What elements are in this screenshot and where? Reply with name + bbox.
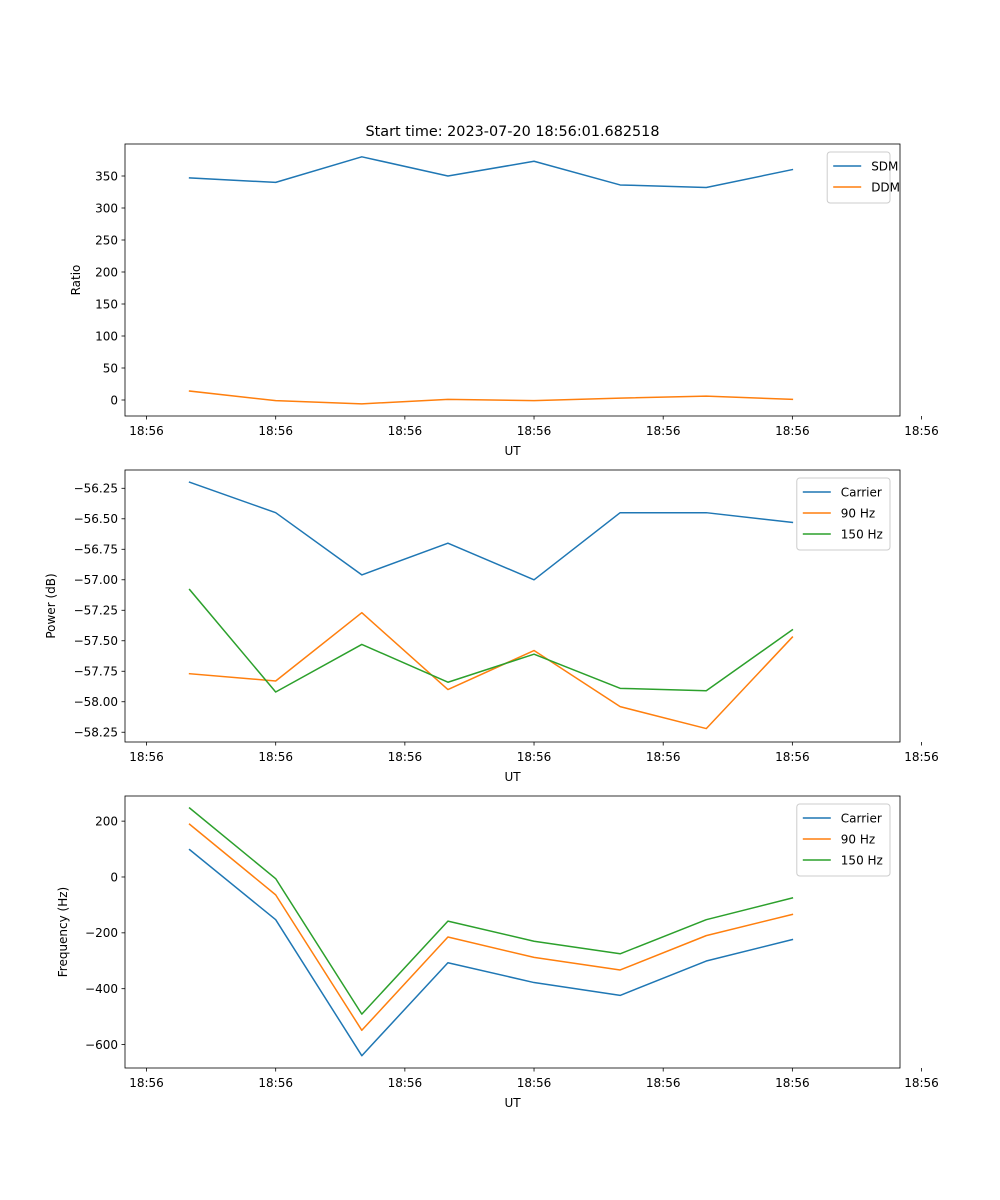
frequency-x-tick-label: 18:56 (646, 1076, 681, 1090)
ratio-legend-label: DDM (871, 180, 900, 194)
frequency-x-tick-label: 18:56 (517, 1076, 552, 1090)
ratio-legend (826, 151, 891, 204)
power-x-tick-label: 18:56 (904, 750, 939, 764)
frequency-x-tick-label: 18:56 (904, 1076, 939, 1090)
frequency-x-tick-label: 18:56 (258, 1076, 293, 1090)
ratio-panel: 18:56 18:56 18:56 18:56 18:56 18:56 18:56 0 50 10… (69, 143, 939, 458)
frequency-y-tick-label: −200 (85, 926, 118, 940)
frequency-series-150-hz-line (188, 806, 794, 1015)
ratio-x-tick-label: 18:56 (388, 424, 423, 438)
power-y-tick-label: −56.75 (74, 543, 118, 557)
power-y-tick-label: −57.50 (74, 634, 118, 648)
frequency-legend-label: Carrier (841, 811, 882, 825)
power-y-tick-label: −57.00 (74, 573, 118, 587)
frequency-y-tick-label: −600 (85, 1038, 118, 1052)
frequency-panel: 18:56 18:56 18:56 18:56 18:56 18:56 18:56 −600 −… (56, 795, 939, 1110)
ratio-x-tick-label: 18:56 (129, 424, 164, 438)
frequency-series-90-hz-line (188, 823, 794, 1032)
power-x-tick-label: 18:56 (646, 750, 681, 764)
ratio-y-axis-label: Ratio (69, 265, 83, 296)
power-y-tick-label: −56.50 (74, 512, 118, 526)
power-x-axis-label: UT (504, 770, 521, 784)
power-x-tick-label: 18:56 (258, 750, 293, 764)
ratio-series-sdm-line (188, 156, 794, 189)
ratio-x-axis-label: UT (504, 444, 521, 458)
ratio-x-tick-label: 18:56 (258, 424, 293, 438)
frequency-legend-label: 150 Hz (841, 853, 883, 867)
frequency-y-tick-label: −400 (85, 982, 118, 996)
frequency-legend-label: 90 Hz (841, 832, 875, 846)
power-legend-label: 90 Hz (841, 506, 875, 520)
ratio-y-tick-label: 300 (95, 201, 118, 215)
frequency-x-tick-label: 18:56 (129, 1076, 164, 1090)
frequency-legend (796, 803, 891, 877)
power-panel: 18:56 18:56 18:56 18:56 18:56 18:56 18:56 −58.2… (44, 469, 939, 784)
power-legend-label: 150 Hz (841, 527, 883, 541)
frequency-x-axis-label: UT (504, 1096, 521, 1110)
ratio-legend-label: SDM (871, 159, 898, 173)
ratio-y-tick-label: 50 (103, 361, 118, 375)
ratio-y-tick-label: 100 (95, 329, 118, 343)
frequency-y-tick-label: 200 (95, 814, 118, 828)
power-y-tick-label: −57.75 (74, 665, 118, 679)
ratio-series-ddm-line (188, 390, 794, 405)
power-series-150-hz-line (188, 588, 794, 693)
power-x-tick-label: 18:56 (129, 750, 164, 764)
power-legend-label: Carrier (841, 485, 882, 499)
power-y-axis-label: Power (dB) (44, 573, 58, 638)
ratio-x-tick-label: 18:56 (646, 424, 681, 438)
ratio-y-tick-label: 0 (110, 393, 118, 407)
power-x-tick-label: 18:56 (388, 750, 423, 764)
frequency-axes-frame (124, 795, 901, 1069)
frequency-x-tick-label: 18:56 (388, 1076, 423, 1090)
power-y-tick-label: −58.00 (74, 695, 118, 709)
figure-title: Start time: 2023-07-20 18:56:01.682518 (365, 124, 659, 140)
power-y-tick-label: −58.25 (74, 726, 118, 740)
power-series-carrier-line (188, 481, 794, 581)
frequency-series-carrier-line (188, 848, 794, 1057)
power-y-tick-label: −57.25 (74, 604, 118, 618)
ratio-axes-frame (124, 143, 901, 417)
frequency-x-tick-label: 18:56 (775, 1076, 810, 1090)
power-axes-frame (124, 469, 901, 743)
ratio-y-tick-label: 250 (95, 233, 118, 247)
frequency-y-axis-label: Frequency (Hz) (56, 887, 70, 978)
power-legend (796, 477, 891, 551)
ratio-y-tick-label: 200 (95, 265, 118, 279)
ratio-y-tick-label: 150 (95, 297, 118, 311)
ratio-x-tick-label: 18:56 (904, 424, 939, 438)
power-y-tick-label: −56.25 (74, 482, 118, 496)
ratio-x-tick-label: 18:56 (775, 424, 810, 438)
power-series-90-hz-line (188, 611, 794, 730)
ratio-y-tick-label: 350 (95, 169, 118, 183)
ratio-x-tick-label: 18:56 (517, 424, 552, 438)
power-x-tick-label: 18:56 (775, 750, 810, 764)
frequency-y-tick-label: 0 (110, 870, 118, 884)
power-x-tick-label: 18:56 (517, 750, 552, 764)
